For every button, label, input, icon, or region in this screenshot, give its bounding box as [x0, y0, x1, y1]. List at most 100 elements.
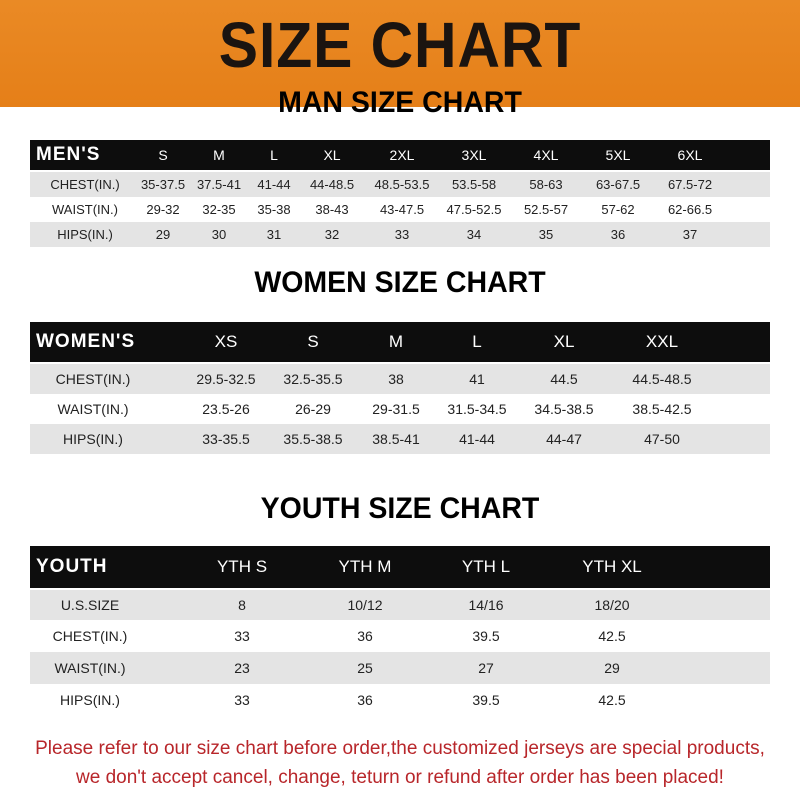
value-cell: 44-47: [546, 431, 582, 447]
value-cell: 52.5-57: [523, 202, 569, 217]
measure-label: CHEST(IN.): [50, 177, 120, 192]
table-row: WAIST(IN.) 23.5-26 26-29 29-31.5 31.5-34.5 34…: [30, 394, 770, 424]
men-size-table: MEN'S S M L XL 2XL 3XL 4XL 5XL 6XL CHEST(IN.) 35-37…: [30, 140, 770, 247]
value-cell: 35-37.5: [140, 177, 186, 192]
table-row: CHEST(IN.) 29.5-32.5 32.5-35.5 38 41 44.5 44.5…: [30, 364, 770, 394]
value-cell: 44-48.5: [309, 177, 355, 192]
table-row: CHEST(IN.) 35-37.5 37.5-41 41-44 44-48.5 48.5…: [30, 172, 770, 197]
value-cell: 36: [610, 227, 626, 242]
value-cell: 39.5: [472, 692, 500, 708]
value-cell: 36: [357, 692, 373, 708]
size-header: 4XL: [533, 147, 559, 163]
value-cell: 25: [357, 660, 373, 676]
table-row: HIPS(IN.) 33 36 39.5 42.5: [30, 684, 770, 716]
women-title: WOMEN SIZE CHART: [254, 266, 546, 299]
value-cell: 43-47.5: [379, 202, 425, 217]
size-header: S: [307, 332, 319, 351]
disclaimer-line-1: Please refer to our size chart before or…: [35, 738, 765, 759]
men-header-row: MEN'S S M L XL 2XL 3XL 4XL 5XL 6XL: [30, 140, 770, 170]
value-cell: 29: [155, 227, 171, 242]
measure-label: HIPS(IN.): [60, 692, 120, 708]
value-cell: 33-35.5: [202, 431, 250, 447]
size-header: M: [213, 147, 225, 163]
size-header: XS: [214, 332, 238, 351]
value-cell: 33: [234, 692, 250, 708]
youth-size-table: YOUTH YTH S YTH M YTH L YTH XL U.S.SIZE 8 10/12…: [30, 546, 770, 716]
value-cell: 42.5: [598, 692, 626, 708]
measure-label: HIPS(IN.): [63, 431, 123, 447]
value-cell: 48.5-53.5: [374, 177, 430, 192]
value-cell: 29-32: [146, 202, 180, 217]
value-cell: 31: [266, 227, 282, 242]
measure-label: HIPS(IN.): [57, 227, 113, 242]
value-cell: 37.5-41: [196, 177, 242, 192]
size-header: YTH L: [461, 557, 511, 576]
measure-label: WAIST(IN.): [52, 202, 118, 217]
measure-label: WAIST(IN.): [54, 660, 126, 676]
value-cell: 36: [357, 628, 373, 644]
value-cell: 37: [682, 227, 698, 242]
size-header: XL: [553, 332, 575, 351]
size-header: 6XL: [677, 147, 703, 163]
youth-title: YOUTH SIZE CHART: [260, 492, 540, 525]
table-row: HIPS(IN.) 29 30 31 32 33 34 35 36 37: [30, 222, 770, 247]
value-cell: 47.5-52.5: [446, 202, 502, 217]
value-cell: 38.5-42.5: [632, 401, 692, 417]
size-header: YTH S: [216, 557, 268, 576]
table-row: U.S.SIZE 8 10/12 14/16 18/20: [30, 590, 770, 620]
value-cell: 57-62: [601, 202, 635, 217]
value-cell: 10/12: [347, 597, 383, 613]
size-header: M: [388, 332, 404, 351]
value-cell: 32: [324, 227, 340, 242]
value-cell: 47-50: [644, 431, 680, 447]
size-header: XL: [323, 147, 341, 163]
value-cell: 35: [538, 227, 554, 242]
value-cell: 41: [469, 371, 485, 387]
value-cell: 39.5: [472, 628, 500, 644]
value-cell: 31.5-34.5: [447, 401, 507, 417]
value-cell: 29-31.5: [372, 401, 420, 417]
size-header: S: [158, 147, 168, 163]
value-cell: 53.5-58: [451, 177, 497, 192]
size-header: YTH XL: [582, 557, 642, 576]
value-cell: 38: [388, 371, 404, 387]
value-cell: 8: [238, 597, 246, 613]
table-row: CHEST(IN.) 33 36 39.5 42.5: [30, 620, 770, 652]
value-cell: 38.5-41: [372, 431, 420, 447]
table-title-cell: YOUTH: [36, 556, 108, 577]
value-cell: 62-66.5: [667, 202, 713, 217]
table-title-cell: WOMEN'S: [36, 331, 136, 352]
measure-label: CHEST(IN.): [55, 371, 131, 387]
youth-header-row: YOUTH YTH S YTH M YTH L YTH XL: [30, 546, 770, 588]
table-row: HIPS(IN.) 33-35.5 35.5-38.5 38.5-41 41-44 44-…: [30, 424, 770, 454]
women-size-table: WOMEN'S XS S M L XL XXL CHEST(IN.) 29.5-32.5 32.5…: [30, 322, 770, 454]
disclaimer-line-2: we don't accept cancel, change, teturn o…: [76, 767, 724, 788]
measure-label: U.S.SIZE: [60, 597, 120, 613]
value-cell: 34: [466, 227, 482, 242]
value-cell: 27: [478, 660, 494, 676]
value-cell: 34.5-38.5: [534, 401, 594, 417]
size-header: YTH M: [338, 557, 392, 576]
value-cell: 33: [234, 628, 250, 644]
size-header: XXL: [645, 332, 679, 351]
size-header: L: [270, 147, 278, 163]
banner: SIZE CHART: [0, 0, 800, 107]
women-header-row: WOMEN'S XS S M L XL XXL: [30, 322, 770, 362]
value-cell: 26-29: [295, 401, 331, 417]
value-cell: 14/16: [468, 597, 504, 613]
value-cell: 30: [211, 227, 227, 242]
table-title-cell: MEN'S: [36, 144, 101, 165]
size-header: L: [472, 332, 482, 351]
value-cell: 35-38: [257, 202, 291, 217]
value-cell: 38-43: [315, 202, 349, 217]
value-cell: 18/20: [594, 597, 630, 613]
value-cell: 42.5: [598, 628, 626, 644]
disclaimer: Please refer to our size chart before or…: [0, 734, 800, 792]
value-cell: 63-67.5: [595, 177, 641, 192]
measure-label: WAIST(IN.): [57, 401, 129, 417]
value-cell: 23: [234, 660, 250, 676]
value-cell: 23.5-26: [202, 401, 250, 417]
men-title: MAN SIZE CHART: [278, 86, 522, 119]
size-header: 5XL: [605, 147, 631, 163]
value-cell: 44.5: [550, 371, 578, 387]
